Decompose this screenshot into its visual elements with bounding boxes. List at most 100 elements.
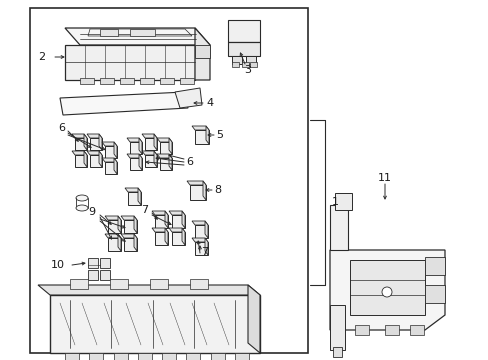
Polygon shape [121,216,137,220]
Bar [130,158,142,170]
Polygon shape [164,228,168,245]
Polygon shape [192,126,208,130]
Polygon shape [175,88,202,108]
Bar [50,295,260,353]
Bar [180,78,194,84]
Polygon shape [118,234,121,251]
Bar [100,78,114,84]
Polygon shape [134,216,137,233]
Polygon shape [329,205,347,250]
Polygon shape [182,228,184,245]
Bar [88,270,98,280]
Polygon shape [118,216,121,233]
Polygon shape [329,250,444,330]
Polygon shape [102,158,117,162]
Polygon shape [127,138,142,142]
Bar [354,325,368,335]
Bar [88,258,98,268]
Text: 2: 2 [39,52,45,62]
Bar [349,260,424,315]
Polygon shape [60,92,187,115]
Bar [249,62,257,67]
Polygon shape [134,234,137,251]
Text: 7: 7 [141,205,148,215]
Bar [245,56,256,64]
Bar [128,192,141,205]
Polygon shape [84,151,87,167]
Bar [424,285,444,303]
Polygon shape [204,238,207,255]
Polygon shape [99,151,102,167]
Bar [110,279,128,289]
Polygon shape [102,142,117,146]
Bar [70,279,88,289]
Polygon shape [87,134,102,138]
Polygon shape [114,158,117,174]
Polygon shape [192,238,207,242]
Polygon shape [169,154,172,170]
Polygon shape [329,305,345,350]
Polygon shape [72,151,87,155]
Polygon shape [105,234,121,238]
Polygon shape [84,134,87,150]
Text: 1: 1 [331,197,338,207]
Bar [195,130,208,144]
Polygon shape [182,211,184,228]
Bar [75,138,87,150]
Polygon shape [142,151,157,155]
Bar [155,215,168,228]
Polygon shape [65,28,209,45]
Text: 8: 8 [214,185,221,195]
Polygon shape [114,142,117,158]
Bar [89,353,103,360]
Polygon shape [72,134,87,138]
Polygon shape [125,188,141,192]
Bar [227,42,260,56]
Bar [172,215,184,228]
Bar [130,142,142,154]
Circle shape [381,287,391,297]
Polygon shape [142,134,157,138]
Bar [231,56,242,64]
Polygon shape [152,228,168,232]
Bar [100,258,110,268]
Bar [160,78,174,84]
Bar [145,138,157,150]
Bar [231,62,239,67]
Polygon shape [99,134,102,150]
Bar [235,353,248,360]
Bar [160,142,172,154]
Bar [190,279,207,289]
Polygon shape [169,228,184,232]
Polygon shape [65,45,195,80]
Polygon shape [192,221,207,225]
Polygon shape [205,126,208,144]
Bar [186,353,200,360]
Ellipse shape [76,195,88,201]
Polygon shape [169,138,172,154]
Bar [65,353,79,360]
Bar [105,146,117,158]
Polygon shape [127,154,142,158]
Bar [108,220,121,233]
Bar [90,155,102,167]
Bar [160,158,172,170]
Polygon shape [203,181,205,200]
Text: 6: 6 [186,157,193,167]
Bar [80,78,94,84]
Polygon shape [186,181,205,185]
Bar [384,325,398,335]
Bar [210,353,224,360]
Polygon shape [154,134,157,150]
Bar [75,155,87,167]
Polygon shape [157,138,172,142]
Bar [409,325,423,335]
Polygon shape [38,285,260,295]
Polygon shape [138,188,141,205]
Text: 7: 7 [201,247,208,257]
Bar [105,162,117,174]
Bar [124,220,137,233]
Polygon shape [130,29,155,36]
Bar [145,155,157,167]
Bar [138,353,152,360]
